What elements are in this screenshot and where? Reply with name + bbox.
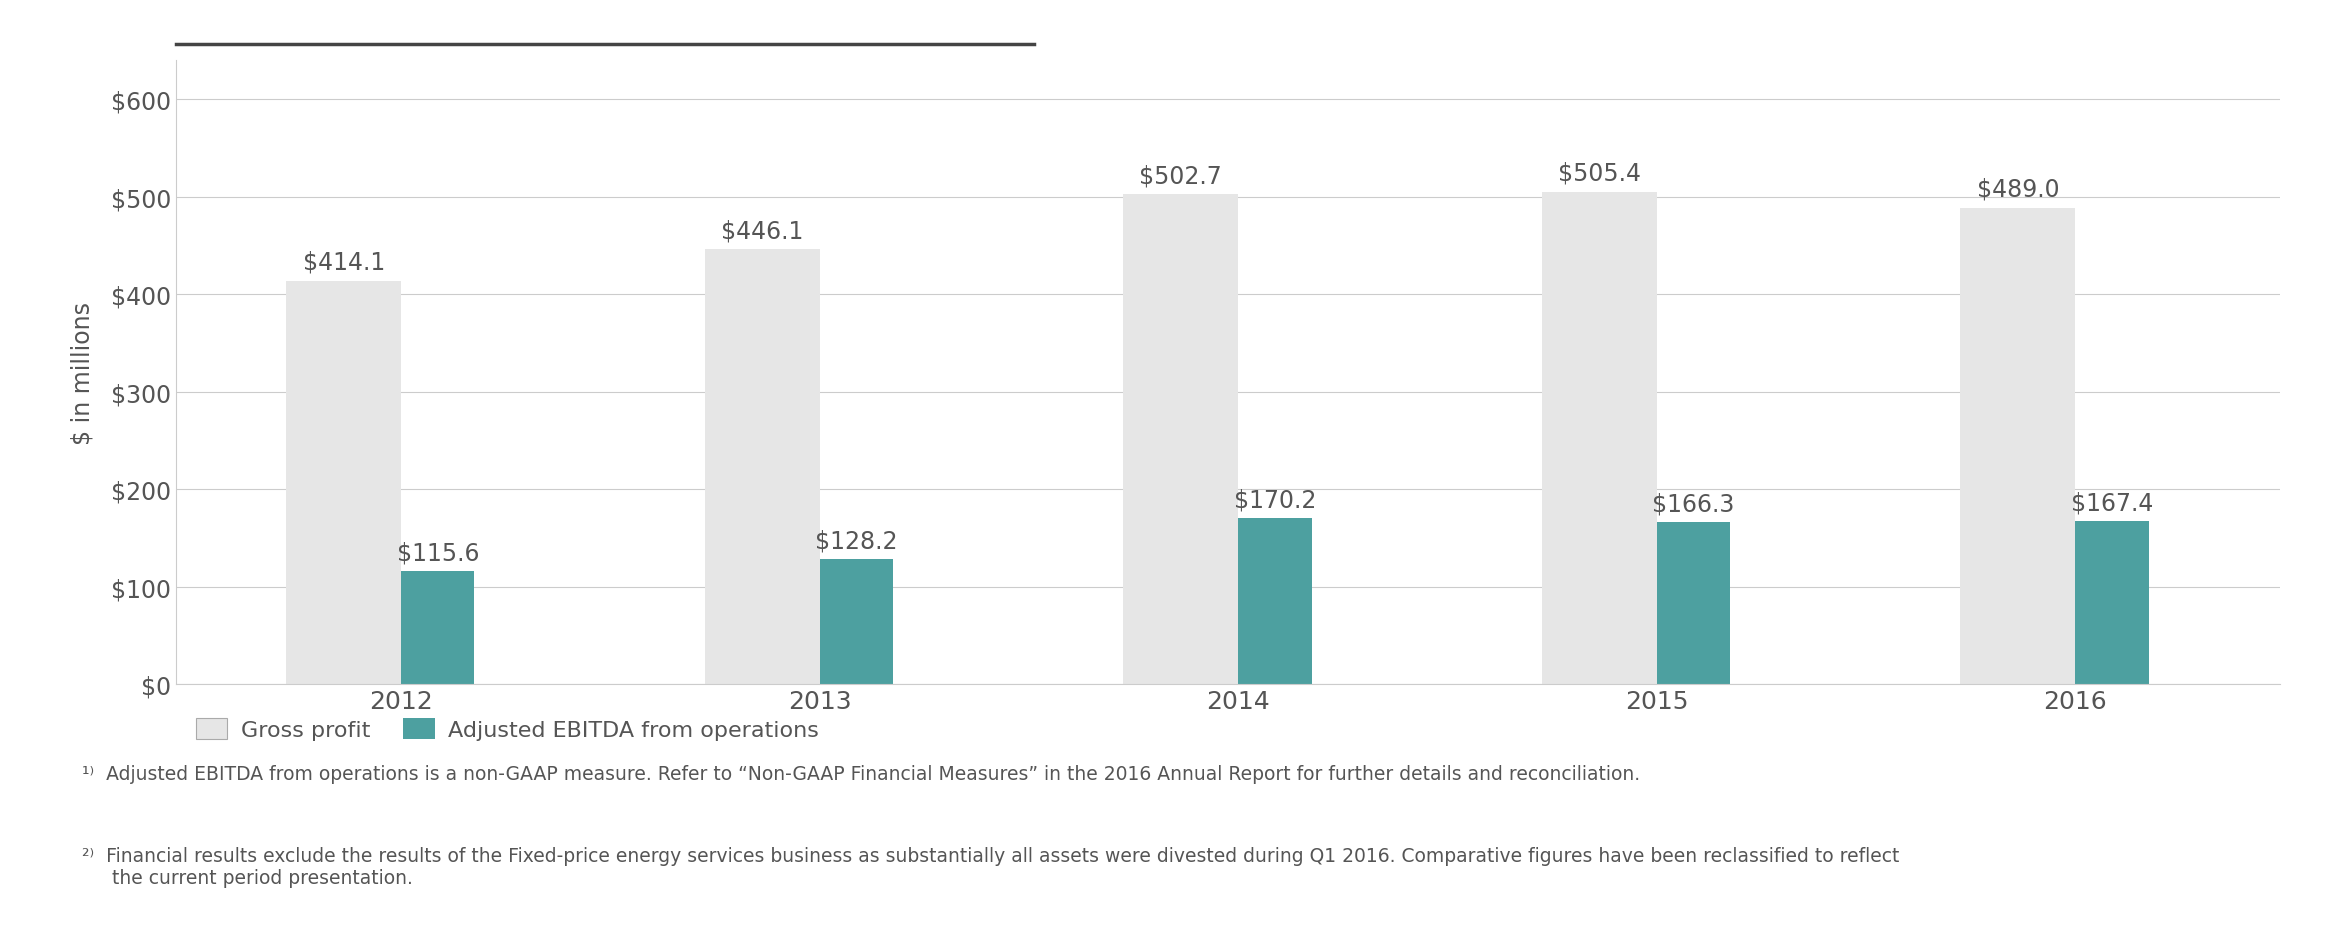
Bar xyxy=(287,281,402,684)
Bar xyxy=(1542,193,1657,684)
Legend: Gross profit, Adjusted EBITDA from operations: Gross profit, Adjusted EBITDA from opera… xyxy=(188,709,827,750)
Text: $167.4: $167.4 xyxy=(2070,491,2153,514)
Text: $489.0: $489.0 xyxy=(1976,177,2059,201)
Y-axis label: $ in millions: $ in millions xyxy=(70,301,94,445)
Text: $414.1: $414.1 xyxy=(303,250,385,275)
Text: $446.1: $446.1 xyxy=(721,219,804,244)
Text: $115.6: $115.6 xyxy=(397,541,479,565)
Text: $166.3: $166.3 xyxy=(1652,492,1734,515)
Bar xyxy=(1657,523,1730,684)
Text: $505.4: $505.4 xyxy=(1558,161,1640,186)
Bar xyxy=(1238,518,1311,684)
Bar xyxy=(1123,195,1238,684)
Bar xyxy=(2075,521,2148,684)
Text: $170.2: $170.2 xyxy=(1234,488,1316,512)
Bar xyxy=(1960,209,2075,684)
Text: ¹⁾  Adjusted EBITDA from operations is a non-GAAP measure. Refer to “Non-GAAP Fi: ¹⁾ Adjusted EBITDA from operations is a … xyxy=(82,765,1640,784)
Bar xyxy=(705,250,820,684)
Bar xyxy=(402,572,475,684)
Text: $128.2: $128.2 xyxy=(815,529,898,553)
Text: ²⁾  Financial results exclude the results of the Fixed-price energy services bus: ²⁾ Financial results exclude the results… xyxy=(82,846,1899,887)
Text: $502.7: $502.7 xyxy=(1140,164,1222,188)
Bar xyxy=(820,560,893,684)
